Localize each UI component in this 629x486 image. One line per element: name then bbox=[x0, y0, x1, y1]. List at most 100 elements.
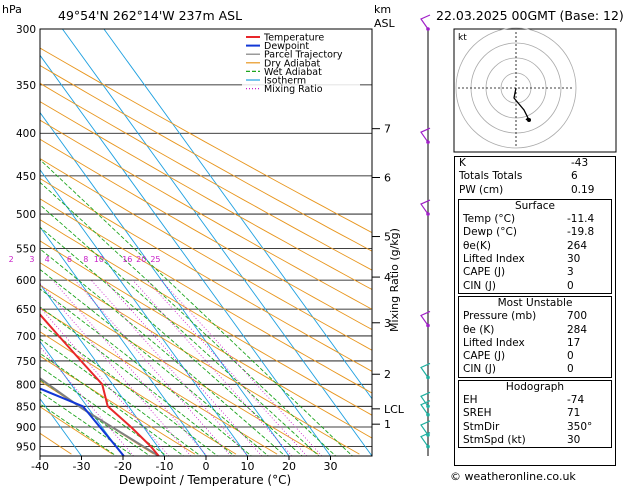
row-value: 284 bbox=[567, 323, 588, 336]
isotherm bbox=[40, 169, 248, 456]
dry-adiabat bbox=[40, 406, 113, 455]
x-tick-label: 20 bbox=[282, 460, 296, 473]
mixing-ratio-axis-label: Mixing Ratio (g/kg) bbox=[388, 228, 401, 332]
table-row: Pressure (mb) 700 bbox=[459, 310, 611, 323]
hodograph-ring bbox=[455, 27, 577, 149]
mixing-ratio-line bbox=[74, 279, 231, 456]
x-axis-label: Dewpoint / Temperature (°C) bbox=[119, 473, 291, 486]
row-label: K bbox=[459, 157, 466, 169]
row-value: 0.19 bbox=[571, 183, 595, 196]
wet-adiabat bbox=[40, 391, 134, 456]
credit: © weatheronline.co.uk bbox=[450, 470, 576, 483]
isotherm bbox=[103, 29, 372, 400]
dry-adiabat bbox=[40, 177, 372, 372]
mixing-ratio-line bbox=[146, 279, 308, 456]
pressure-tick-label: 350 bbox=[16, 80, 36, 92]
pressure-tick-label: 800 bbox=[16, 379, 36, 391]
table-row: CAPE (J) 3 bbox=[459, 266, 611, 279]
hpa-label: hPa bbox=[2, 3, 22, 16]
mixing-ratio-label: 10 bbox=[94, 255, 104, 264]
hodograph-trace bbox=[513, 87, 529, 121]
row-value: -74 bbox=[567, 394, 585, 407]
pressure-tick-label: 400 bbox=[16, 128, 36, 140]
hodograph: kt bbox=[453, 27, 617, 153]
mixing-ratio-line bbox=[52, 279, 208, 456]
wind-barb bbox=[420, 400, 431, 416]
legend-label: Wet Adiabat bbox=[264, 67, 322, 78]
row-value: 6 bbox=[571, 170, 578, 183]
mixing-ratio-line bbox=[40, 306, 170, 456]
asl-label: ASL bbox=[374, 17, 396, 30]
mixing-ratio-label: 20 bbox=[136, 255, 146, 264]
wet-adiabat bbox=[40, 352, 185, 456]
wind-profile: 7 6 5 4 3 2 LCL 1 bbox=[372, 14, 431, 456]
wet-adiabat bbox=[40, 204, 320, 456]
x-tick-label: 30 bbox=[324, 460, 338, 473]
surface-title: Surface bbox=[514, 199, 555, 212]
wet-adiabat bbox=[40, 159, 354, 456]
indices-panel: K -43 Totals Totals 6 PW (cm) 0.19 Surface Te… bbox=[454, 156, 616, 466]
pressure-tick-label: 650 bbox=[16, 304, 36, 316]
most-unstable-title: Most Unstable bbox=[497, 296, 573, 309]
storm-motion-marker bbox=[527, 118, 531, 122]
row-label: θe (K) bbox=[463, 323, 495, 336]
table-row: θe (K) 284 bbox=[459, 324, 611, 337]
km-tick-label: 3 bbox=[384, 317, 391, 330]
x-tick-label: -10 bbox=[156, 460, 174, 473]
dry-adiabat bbox=[40, 240, 372, 439]
wet-adiabat bbox=[40, 268, 269, 456]
dry-adiabat bbox=[40, 64, 372, 252]
legend-label: Dewpoint bbox=[264, 41, 309, 52]
row-value: 30 bbox=[567, 433, 581, 446]
isotherm bbox=[40, 283, 165, 456]
mixing-ratio-label: 25 bbox=[150, 255, 160, 264]
dry-adiabat bbox=[40, 355, 196, 455]
mixing-ratio-line bbox=[40, 282, 192, 456]
row-label: Temp (°C) bbox=[463, 213, 516, 226]
wet-adiabat bbox=[40, 288, 253, 456]
surface-section: Surface Temp (°C) -11.4 Dewp (°C) -19.8 θe(K… bbox=[458, 198, 612, 294]
table-row: PW (cm) 0.19 bbox=[455, 184, 615, 197]
row-value: 71 bbox=[567, 407, 581, 420]
legend-label: Parcel Trajectory bbox=[264, 50, 343, 61]
dry-adiabat bbox=[40, 47, 372, 234]
km-tick-label: 2 bbox=[384, 368, 391, 381]
row-value: 0 bbox=[567, 350, 574, 363]
mixing-ratio-label: 3 bbox=[29, 255, 34, 264]
row-value: -43 bbox=[571, 157, 589, 169]
table-row: Dewp (°C) -19.8 bbox=[459, 226, 611, 239]
wind-barb bbox=[420, 362, 431, 378]
chart-background-lines bbox=[40, 29, 372, 456]
pressure-tick-label: 550 bbox=[16, 244, 36, 256]
most-unstable-section: Most Unstable Pressure (mb) 700 θe (K) 284 L… bbox=[458, 295, 612, 378]
hodograph-section: Hodograph EH -74 SREH 71 StmDir 350° StmSpd (k… bbox=[458, 379, 612, 449]
pressure-tick-label: 450 bbox=[16, 171, 36, 183]
row-value: 350° bbox=[567, 420, 593, 433]
dry-adiabat bbox=[40, 198, 372, 394]
legend-label: Mixing Ratio bbox=[264, 84, 323, 95]
dry-adiabat bbox=[40, 138, 372, 330]
wind-barb bbox=[420, 432, 431, 447]
mixing-ratio-label: 4 bbox=[45, 255, 50, 264]
x-tick-label: 10 bbox=[241, 460, 255, 473]
wet-adiabat bbox=[40, 226, 303, 456]
wind-barb bbox=[420, 310, 431, 326]
dry-adiabat bbox=[40, 331, 237, 455]
x-tick-label: -40 bbox=[31, 460, 49, 473]
row-label: EH bbox=[463, 394, 478, 407]
wet-adiabat bbox=[40, 403, 118, 456]
pressure-tick-label: 950 bbox=[16, 442, 36, 454]
row-label: StmSpd (kt) bbox=[463, 433, 526, 446]
table-row: Lifted Index 17 bbox=[459, 337, 611, 350]
km-tick-label: LCL bbox=[384, 403, 405, 416]
row-label: Dewp (°C) bbox=[463, 226, 517, 239]
row-label: Lifted Index bbox=[463, 253, 525, 266]
legend-label: Temperature bbox=[263, 33, 324, 44]
row-label: PW (cm) bbox=[459, 183, 504, 196]
isotherm bbox=[40, 340, 124, 456]
isotherm bbox=[40, 111, 290, 456]
pressure-tick-label: 500 bbox=[16, 209, 36, 221]
mixing-ratio-line bbox=[104, 279, 263, 456]
row-label: CAPE (J) bbox=[463, 266, 506, 279]
